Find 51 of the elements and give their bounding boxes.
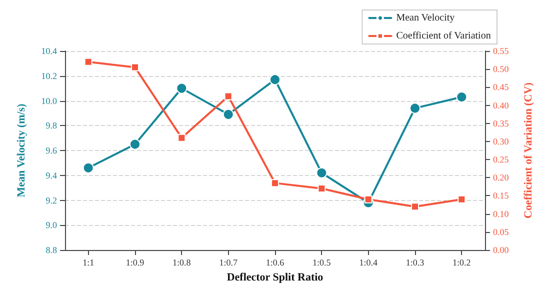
point — [84, 58, 92, 66]
point — [178, 134, 186, 142]
x-tick-label: 1:0.3 — [406, 258, 425, 268]
x-tick-label: 1:0.2 — [452, 258, 471, 268]
point — [411, 202, 419, 211]
y-tick-label: 9.0 — [46, 220, 58, 230]
y-axis-title: Mean Velocity (m/s) — [16, 103, 28, 198]
point — [224, 92, 232, 100]
y2-tick-label: 0.50 — [493, 64, 510, 74]
y-tick-label: 9.8 — [46, 120, 58, 131]
point — [410, 102, 420, 114]
y2-axis-title: Coefficient of Variation (CV) — [522, 82, 534, 218]
y-tick-label: 9.6 — [46, 146, 58, 156]
point — [222, 108, 234, 120]
legend-label: Mean Velocity — [396, 12, 455, 24]
point — [270, 74, 280, 86]
x-tick-label: 1:0.9 — [126, 258, 145, 268]
x-axis-title: Deflector Split Ratio — [226, 272, 324, 284]
y-tick-label: 10.2 — [41, 70, 57, 81]
y2-tick-label: 0.45 — [493, 82, 510, 92]
legend-label: Coefficient of Variation — [396, 30, 491, 42]
point — [82, 162, 94, 174]
y2-tick-label: 0.40 — [493, 100, 510, 110]
y2-tick-label: 0.10 — [493, 208, 510, 219]
y2-tick-label: 0.30 — [493, 136, 510, 146]
x-tick-label: 1:0.6 — [266, 258, 285, 268]
point — [131, 63, 139, 72]
y2-tick-label: 0.55 — [493, 46, 510, 56]
y2-tick-label: 0.20 — [493, 172, 510, 183]
y2-tick-label: 0.00 — [493, 245, 510, 255]
y-tick-label: 9.2 — [46, 195, 57, 206]
x-tick-label: 1:1 — [82, 258, 94, 268]
point — [364, 195, 372, 204]
y-tick-label: 9.4 — [46, 170, 58, 180]
point — [316, 167, 328, 178]
point — [130, 138, 140, 150]
y2-tick-label: 0.25 — [493, 154, 510, 165]
point — [458, 195, 466, 204]
y-tick-label: 8.8 — [46, 245, 58, 255]
point — [456, 92, 468, 103]
x-tick-label: 1:0.5 — [312, 258, 332, 268]
y-tick-label: 10.0 — [41, 96, 58, 106]
x-tick-label: 1:0.7 — [219, 258, 238, 268]
y2-tick-label: 0.15 — [493, 190, 510, 201]
y2-tick-label: 0.35 — [493, 118, 510, 128]
point — [176, 82, 188, 94]
y-tick-label: 10.4 — [41, 46, 58, 56]
y2-tick-label: 0.05 — [493, 226, 510, 237]
point — [271, 179, 279, 188]
x-tick-label: 1:0.4 — [359, 258, 378, 268]
x-tick-label: 1:0.8 — [172, 258, 192, 268]
